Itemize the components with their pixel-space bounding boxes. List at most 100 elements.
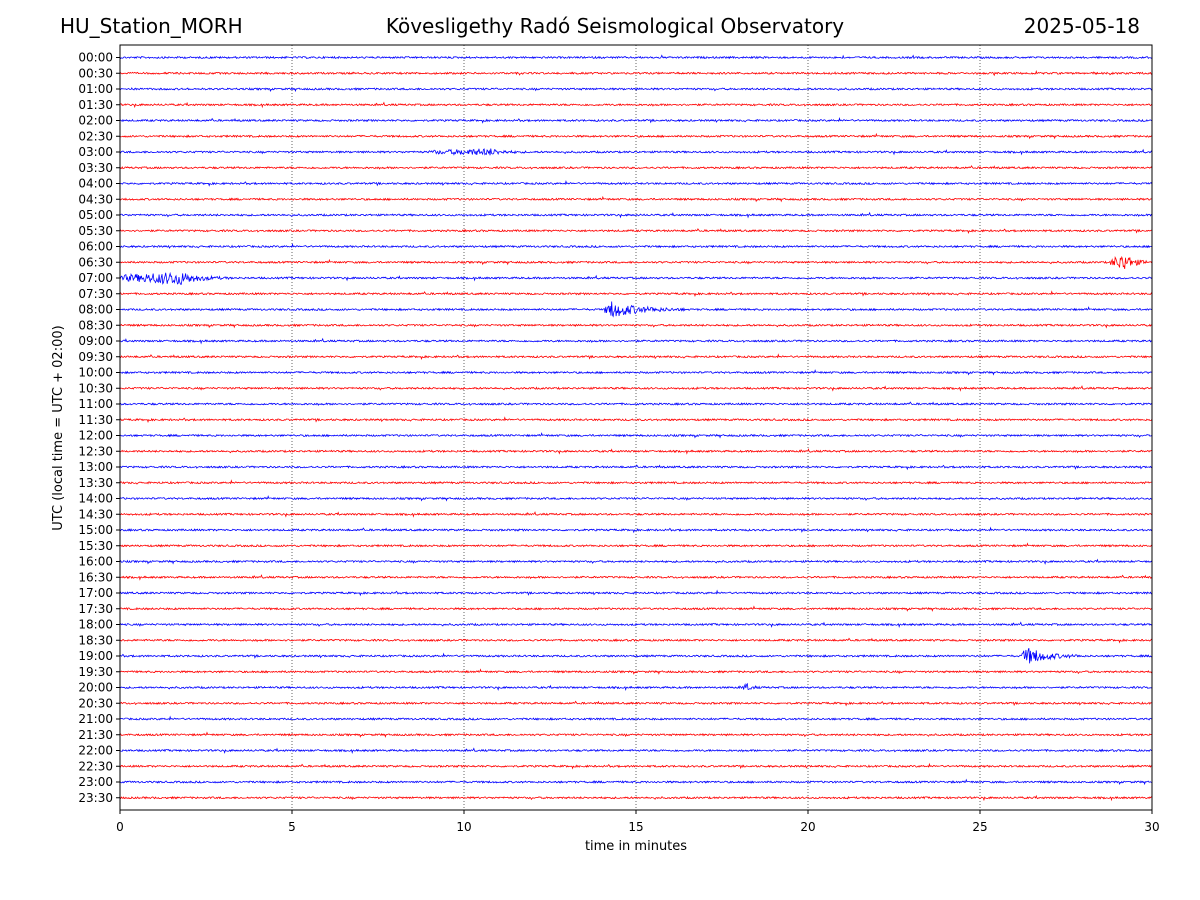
y-tick-label: 00:30 [78, 66, 113, 80]
y-tick-label: 11:00 [78, 397, 113, 411]
y-tick-label: 12:30 [78, 444, 113, 458]
seismogram-trace [119, 401, 1153, 406]
y-tick-label: 05:30 [78, 224, 113, 238]
seismogram-trace [119, 558, 1153, 565]
y-tick-label: 07:30 [78, 287, 113, 301]
y-tick-label: 16:30 [78, 570, 113, 584]
seismogram-trace [119, 715, 1152, 721]
x-tick-label: 5 [288, 820, 296, 834]
seismogram-trace [119, 621, 1153, 629]
grid-lines [291, 45, 981, 810]
y-tick-label: 23:00 [78, 775, 113, 789]
x-axis-label: time in minutes [585, 839, 687, 854]
seismogram-trace [119, 747, 1153, 755]
y-tick-label: 13:00 [78, 460, 113, 474]
y-tick-label: 17:30 [78, 602, 113, 616]
record-date: 2025-05-18 [1023, 14, 1140, 38]
x-tick-label: 15 [628, 820, 643, 834]
seismogram-trace [119, 290, 1153, 298]
seismogram-trace [119, 211, 1153, 219]
y-tick-label: 14:30 [78, 507, 113, 521]
seismogram-trace [119, 495, 1153, 502]
seismogram-trace [119, 479, 1153, 485]
y-tick-label: 05:00 [78, 208, 113, 222]
y-tick-label: 06:30 [78, 255, 113, 269]
x-tick-label: 10 [456, 820, 471, 834]
y-tick-label: 18:00 [78, 618, 113, 632]
seismogram-trace [119, 116, 1153, 124]
seismogram-trace [119, 301, 1153, 318]
y-tick-label: 04:00 [78, 177, 113, 191]
observatory-title: Kövesligethy Radó Seismological Observat… [385, 14, 845, 38]
y-tick-label: 11:30 [78, 413, 113, 427]
x-tick-label: 30 [1144, 820, 1159, 834]
y-tick-label: 19:30 [78, 665, 113, 679]
y-tick-label: 21:30 [78, 728, 113, 742]
seismogram-trace [119, 369, 1153, 376]
y-tick-label: 20:00 [78, 681, 113, 695]
y-tick-label: 18:30 [78, 633, 113, 647]
seismogram-trace [119, 574, 1153, 581]
seismogram-traces [119, 54, 1153, 802]
y-tick-label: 22:30 [78, 759, 113, 773]
seismogram-trace [119, 271, 1153, 286]
seismogram-trace [119, 464, 1153, 471]
y-tick-label: 16:00 [78, 555, 113, 569]
y-tick-label: 15:30 [78, 539, 113, 553]
seismogram-trace [119, 637, 1153, 644]
station-name: HU_Station_MORH [60, 14, 243, 38]
seismogram-trace [119, 54, 1153, 60]
seismogram-trace [119, 794, 1153, 802]
y-tick-label: 15:00 [78, 523, 113, 537]
y-tick-label: 03:00 [78, 145, 113, 159]
y-tick-label: 06:00 [78, 240, 113, 254]
seismogram-trace [119, 385, 1153, 392]
y-tick-label: 00:00 [78, 51, 113, 65]
seismogram-trace [119, 647, 1153, 664]
seismogram-trace [119, 255, 1153, 270]
seismogram-trace [119, 132, 1153, 140]
seismogram-trace [119, 542, 1153, 548]
seismogram-trace [119, 179, 1153, 187]
y-tick-label: 09:30 [78, 350, 113, 364]
y-tick-label: 10:00 [78, 366, 113, 380]
y-tick-label: 07:00 [78, 271, 113, 285]
seismogram-trace [119, 511, 1153, 518]
y-tick-label: 13:30 [78, 476, 113, 490]
seismogram-trace [119, 526, 1153, 534]
y-tick-label: 02:30 [78, 129, 113, 143]
y-tick-label: 01:00 [78, 82, 113, 96]
x-tick-label: 25 [972, 820, 987, 834]
seismogram-trace [119, 323, 1153, 329]
seismogram-trace [119, 668, 1153, 675]
x-axis-ticks: 0 5 10 15 20 25 30 [116, 810, 1160, 834]
y-tick-label: 10:30 [78, 381, 113, 395]
seismogram-trace [119, 589, 1153, 597]
seismogram-trace [119, 416, 1153, 424]
seismogram-trace [119, 101, 1153, 109]
y-tick-label: 21:00 [78, 712, 113, 726]
seismogram-trace [119, 165, 1153, 170]
y-tick-label: 19:00 [78, 649, 113, 663]
seismogram-trace [119, 432, 1153, 439]
seismogram-trace [119, 87, 1153, 93]
y-tick-label: 04:30 [78, 192, 113, 206]
y-tick-label: 08:00 [78, 303, 113, 317]
seismogram-trace [119, 70, 1153, 77]
y-tick-label: 09:00 [78, 334, 113, 348]
y-tick-label: 20:30 [78, 696, 113, 710]
y-tick-label: 22:00 [78, 744, 113, 758]
seismogram-trace [119, 195, 1153, 203]
y-tick-label: 02:00 [78, 114, 113, 128]
y-tick-label: 03:30 [78, 161, 113, 175]
y-tick-label: 23:30 [78, 791, 113, 805]
seismogram-trace [119, 778, 1153, 786]
y-tick-label: 01:30 [78, 98, 113, 112]
seismogram-trace [119, 228, 1153, 235]
seismogram-trace [119, 605, 1153, 612]
y-tick-label: 14:00 [78, 492, 113, 506]
y-tick-label: 12:00 [78, 429, 113, 443]
x-tick-label: 20 [800, 820, 815, 834]
